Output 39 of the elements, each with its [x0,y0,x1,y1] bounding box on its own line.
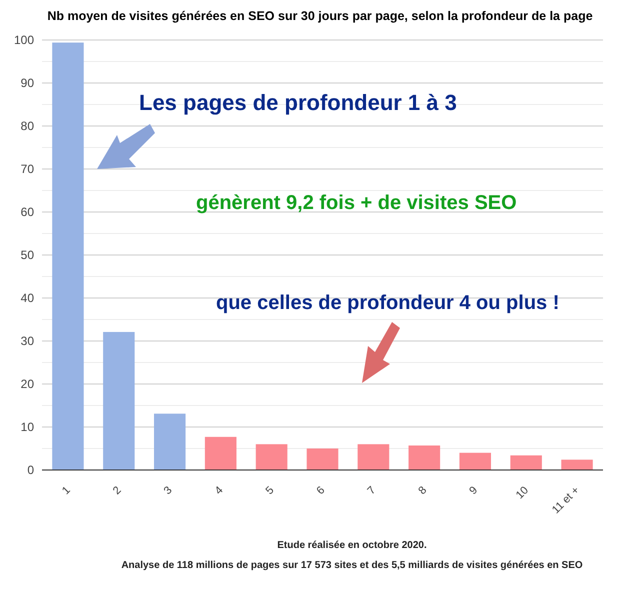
bar [408,445,440,470]
bar [154,414,186,470]
x-tick-label: 11 et + [550,484,582,516]
bar [561,460,593,470]
y-tick-label: 20 [20,377,34,392]
chart-title: Nb moyen de visites générées en SEO sur 30 jours par page, selon la profondeur de la page [47,9,593,23]
x-tick-label: 5 [264,484,276,498]
y-tick-label: 60 [20,205,34,220]
y-tick-label: 100 [14,33,34,48]
y-tick-label: 0 [27,463,34,478]
y-tick-label: 90 [20,76,34,90]
x-tick-label: 2 [110,484,124,498]
x-tick-label: 7 [365,484,378,498]
text: Analyse de 118 millions de pages sur 17 573 sites et des 5,5 milliards de visites générées en SEO [121,560,583,571]
bar [256,444,288,470]
bar [358,444,390,470]
bar [103,332,135,470]
bar [306,448,338,470]
text: Etude réalisée en octobre 2020. [277,540,427,551]
annotation: génèrent 9,2 fois + de visites SEO [196,192,517,214]
annotation: que celles de profondeur 4 ou plus ! [216,292,560,314]
x-tick-label: 9 [467,484,480,498]
y-tick-label: 40 [20,291,34,306]
x-tick-label: 1 [60,484,73,498]
y-tick-label: 30 [20,334,34,348]
x-tick-label: 8 [416,484,430,498]
x-tick-label: 4 [212,484,226,498]
x-tick-label: 3 [162,484,175,498]
bar [204,436,236,470]
bar [510,455,542,470]
bar [459,452,492,470]
y-tick-label: 10 [20,420,34,434]
y-tick-label: 80 [20,119,34,134]
bar [52,42,84,470]
y-tick-label: 70 [20,162,34,176]
y-tick-label: 50 [20,248,34,262]
annotation: Les pages de profondeur 1 à 3 [139,90,457,115]
x-tick-label: 10 [514,484,531,502]
x-tick-label: 6 [314,484,328,498]
